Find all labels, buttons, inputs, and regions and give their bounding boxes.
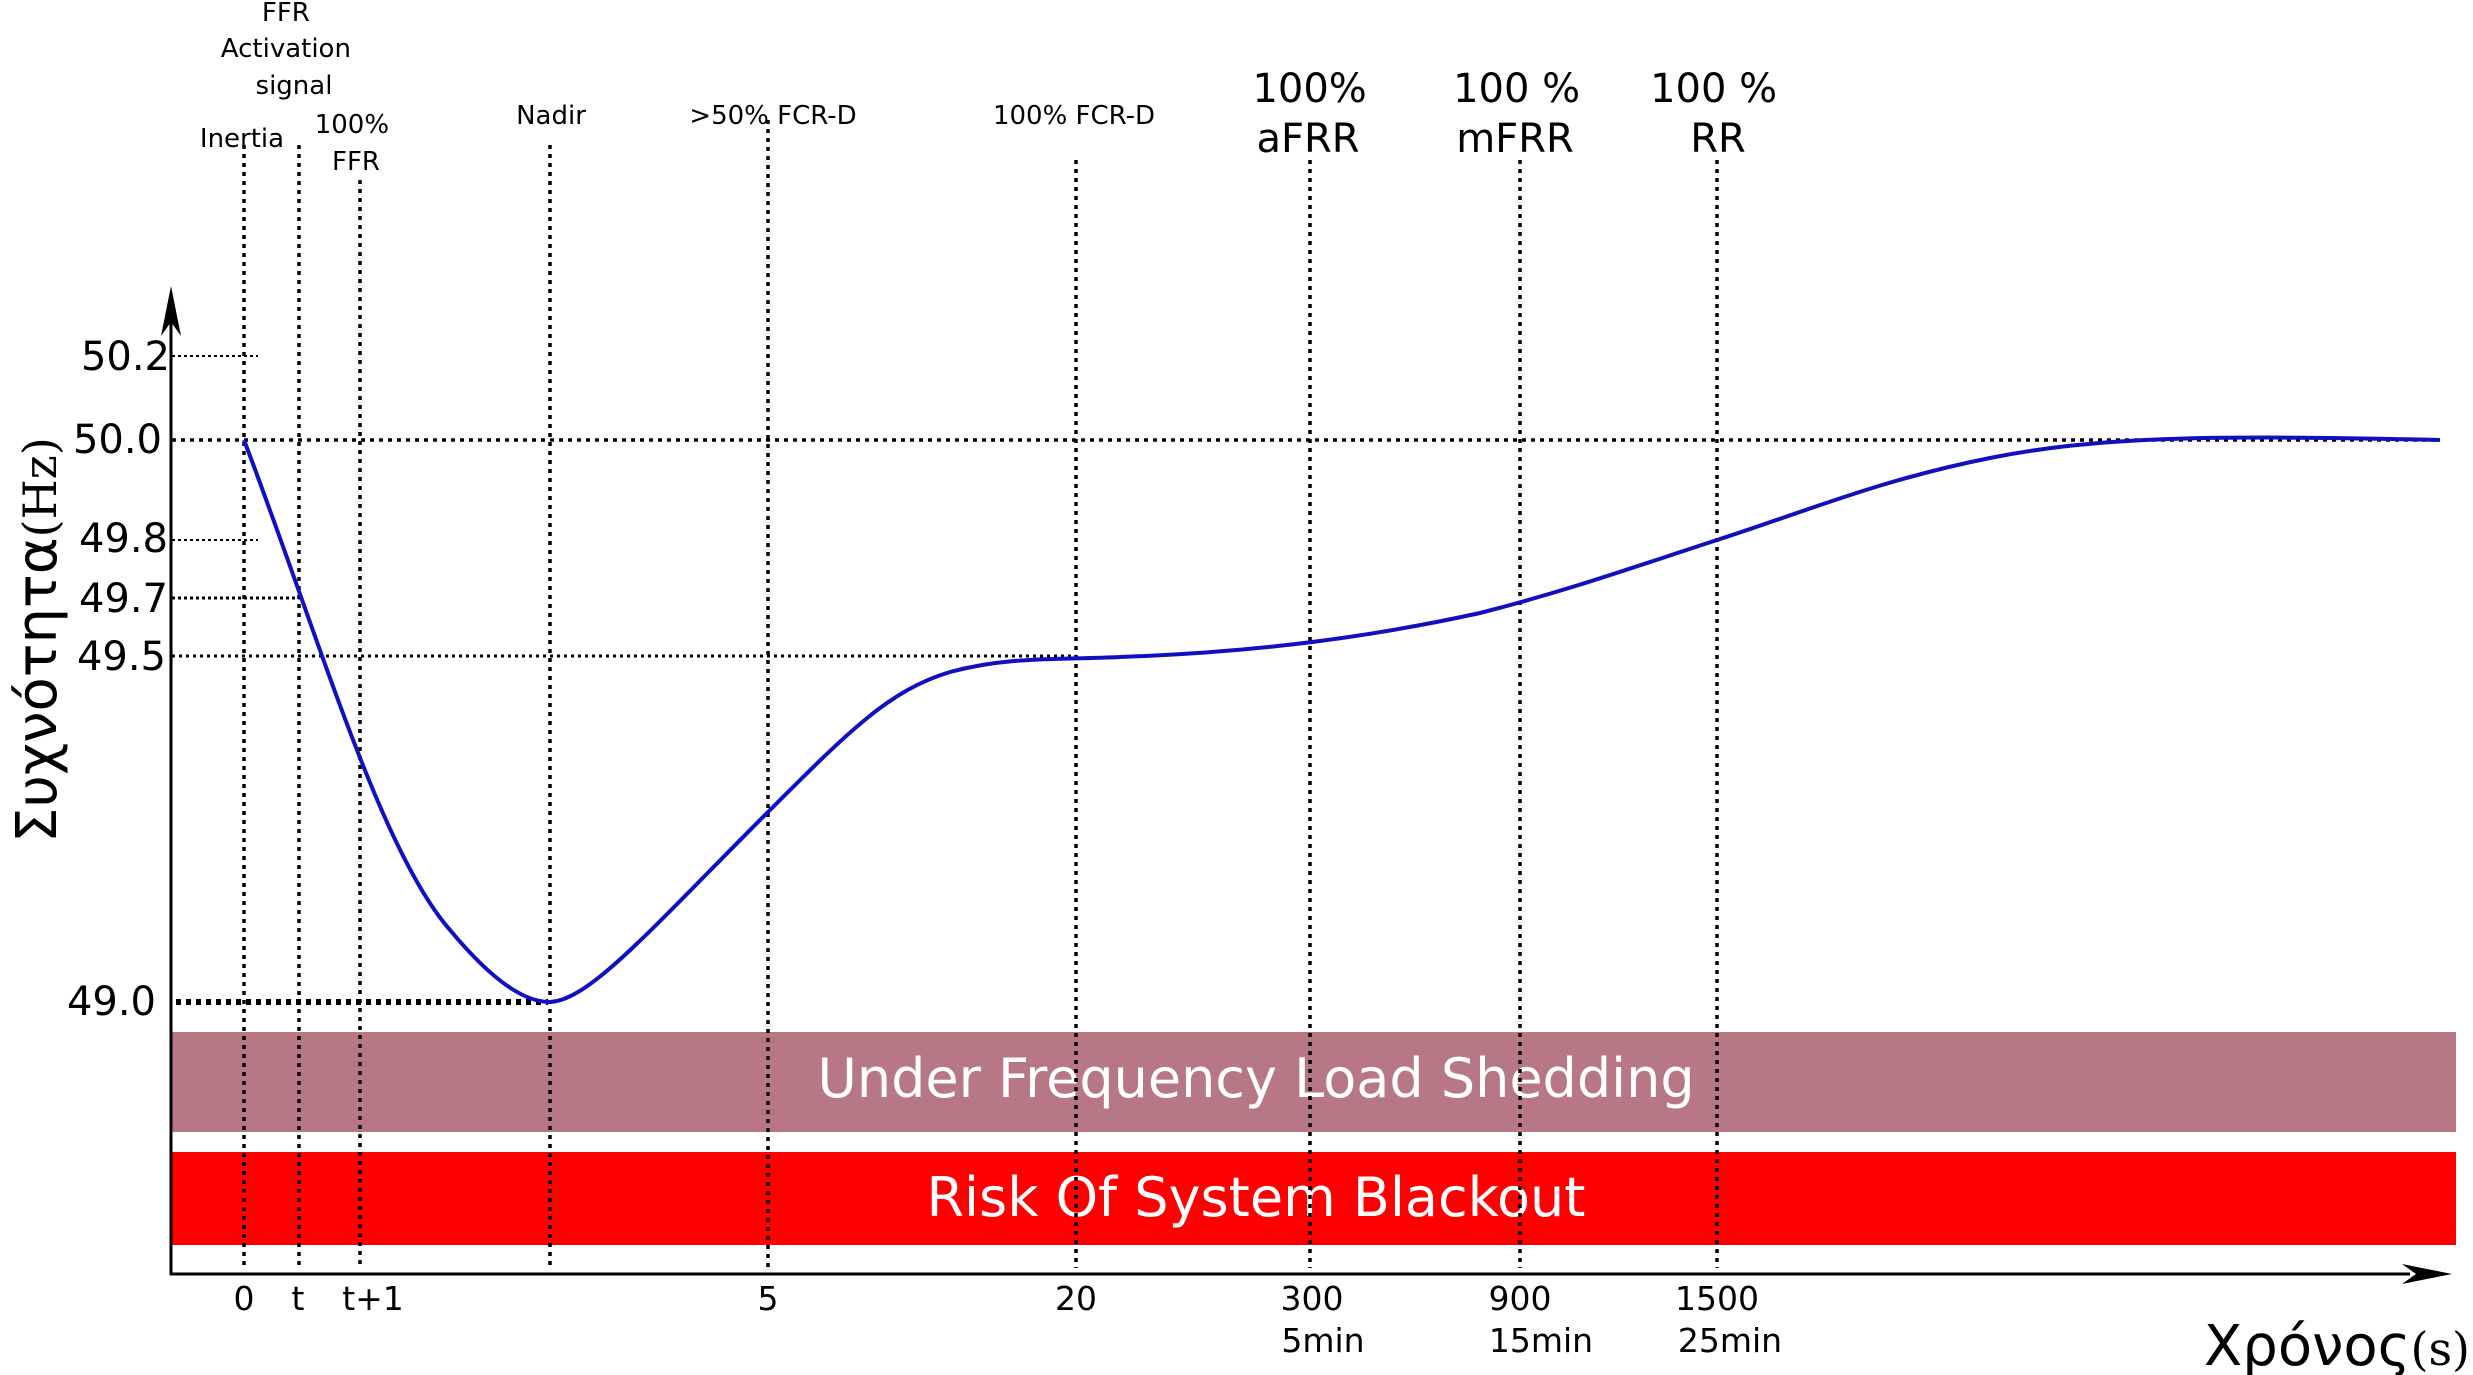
y-axis-arrow [161, 286, 181, 336]
stage-label-mfrr: 100 % mFRR [1453, 66, 1593, 162]
y-tick-50-2: 50.2 [81, 334, 170, 380]
stage-lines [242, 120, 1719, 1268]
x-tick-300: 300 [1281, 1279, 1344, 1318]
x-tick-t: t [292, 1279, 305, 1318]
stage-label-fcr-d-full: 100% FCR-D [993, 101, 1155, 131]
y-tick-49-0: 49.0 [67, 979, 156, 1025]
ufls-band-label: Under Frequency Load Shedding [817, 1047, 1694, 1110]
x-tick-1500-sub: 25min [1678, 1321, 1782, 1360]
stage-label-nadir: Nadir [516, 101, 586, 131]
x-tick-t-plus-1: t+1 [342, 1279, 404, 1318]
x-tick-900-sub: 15min [1489, 1321, 1593, 1360]
y-tick-49-5: 49.5 [77, 634, 166, 680]
x-tick-1500: 1500 [1675, 1279, 1759, 1318]
x-tick-900: 900 [1489, 1279, 1552, 1318]
stage-label-afrr: 100% aFRR [1252, 66, 1379, 162]
x-axis-title: Χρόνος(s) [2204, 1314, 2470, 1375]
stage-label-inertia: Inertia [200, 124, 284, 154]
stage-label-rr: 100 % RR [1650, 66, 1790, 162]
reference-lines [172, 355, 2440, 1005]
frequency-curve [242, 435, 2441, 1005]
x-tick-0: 0 [234, 1279, 255, 1318]
y-tick-49-8: 49.8 [79, 516, 168, 562]
axes [169, 320, 2410, 1276]
stage-label-ffr-full: 100% FFR [315, 110, 398, 177]
y-axis-title: Συχνότητα(Hz) [5, 437, 70, 843]
x-tick-300-sub: 5min [1281, 1321, 1364, 1360]
x-tick-5: 5 [758, 1279, 779, 1318]
stage-label-fcr-d-half: >50% FCR-D [689, 101, 856, 131]
stage-label-ffr-activation: FFR Activation signal [221, 0, 359, 101]
y-tick-50-0: 50.0 [73, 417, 162, 463]
y-tick-49-7: 49.7 [79, 576, 168, 622]
blackout-band-label: Risk Of System Blackout [927, 1166, 1586, 1229]
x-axis-arrow [2402, 1264, 2452, 1284]
x-tick-20: 20 [1055, 1279, 1097, 1318]
